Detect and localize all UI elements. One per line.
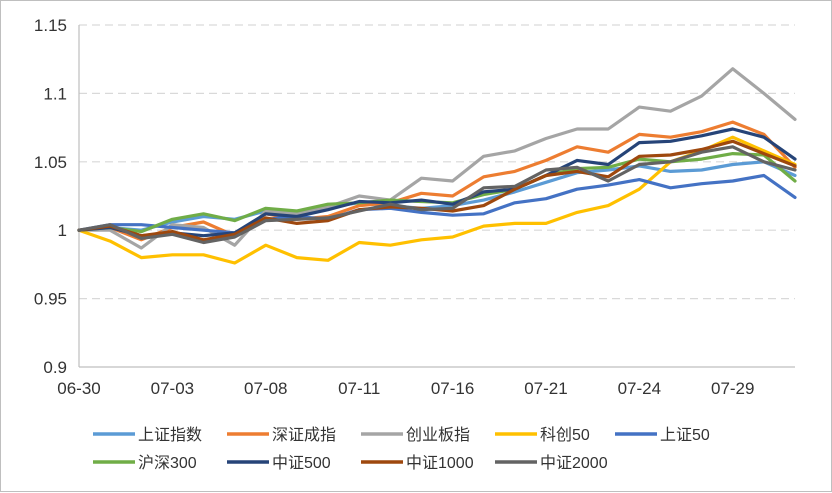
x-tick-label: 07-11 [338, 379, 380, 398]
y-tick-label: 1.15 [34, 16, 67, 35]
legend-label: 中证500 [272, 454, 331, 472]
legend-item: 科创50 [495, 426, 590, 444]
series-line [77, 160, 797, 232]
legend-item: 中证2000 [495, 454, 608, 472]
y-tick-label: 0.95 [34, 290, 67, 309]
axes: 0.9 0.95 1 1.05 1.1 1.15 06-30 07-03 07-08 07-11 0… [34, 16, 795, 398]
legend-item: 中证1000 [361, 454, 474, 472]
series-lines [77, 67, 797, 265]
legend-label: 中证1000 [406, 454, 474, 472]
x-tick-label: 07-08 [244, 379, 287, 398]
series-line [77, 173, 797, 235]
legend: 上证指数 深证成指 创业板指 科创50 上证50 沪深300 中证500 中证1000 中证20… [93, 426, 710, 472]
y-tick-label: 0.9 [43, 358, 67, 377]
x-tick-label: 06-30 [57, 379, 100, 398]
series-line [77, 145, 797, 245]
legend-label: 创业板指 [406, 426, 470, 444]
legend-item: 深证成指 [227, 426, 336, 444]
series-line [77, 67, 797, 250]
legend-item: 上证指数 [93, 426, 202, 444]
y-tick-label: 1 [58, 221, 67, 240]
y-tick-label: 1.1 [43, 84, 67, 103]
legend-label: 深证成指 [272, 426, 336, 444]
legend-label: 中证2000 [540, 454, 608, 472]
legend-item: 中证500 [227, 454, 331, 472]
x-tick-label: 07-21 [524, 379, 567, 398]
legend-label: 上证50 [660, 426, 710, 444]
series-line [77, 120, 797, 242]
x-tick-label: 07-24 [618, 379, 661, 398]
x-tick-label: 07-16 [431, 379, 474, 398]
series-line [77, 127, 797, 238]
x-tick-label: 07-29 [711, 379, 754, 398]
legend-label: 上证指数 [138, 426, 202, 444]
legend-item: 沪深300 [93, 454, 197, 472]
legend-label: 科创50 [540, 426, 590, 444]
x-tick-label: 07-03 [151, 379, 194, 398]
legend-item: 创业板指 [361, 426, 470, 444]
legend-label: 沪深300 [138, 454, 197, 472]
y-tick-label: 1.05 [34, 153, 67, 172]
legend-item: 上证50 [615, 426, 710, 444]
